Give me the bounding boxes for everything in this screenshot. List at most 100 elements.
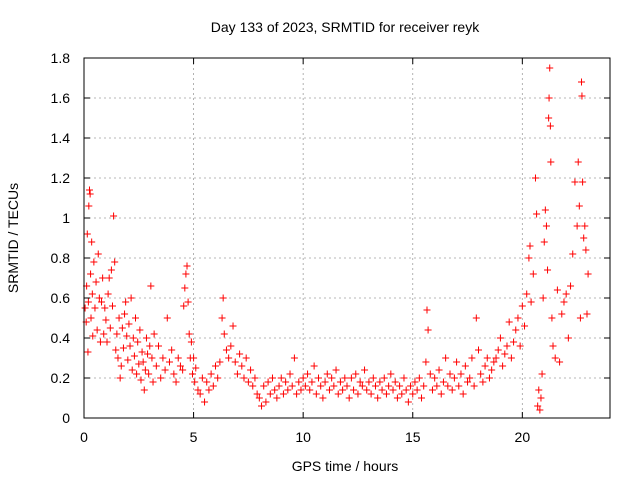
- data-point: [404, 398, 412, 406]
- data-point: [295, 378, 303, 386]
- data-point: [190, 354, 198, 362]
- data-point: [538, 370, 546, 378]
- data-point: [562, 290, 570, 298]
- y-tick-label: 0.4: [51, 330, 71, 346]
- data-point: [297, 386, 305, 394]
- data-point: [574, 158, 582, 166]
- data-point: [526, 242, 534, 250]
- data-point: [505, 318, 513, 326]
- data-point: [198, 374, 206, 382]
- data-point: [418, 394, 426, 402]
- data-point: [545, 94, 553, 102]
- x-axis-label: GPS time / hours: [292, 458, 399, 474]
- data-point: [126, 342, 134, 350]
- data-point: [129, 334, 137, 342]
- data-point: [347, 374, 355, 382]
- data-point: [176, 362, 184, 370]
- data-point: [184, 298, 192, 306]
- data-point: [544, 266, 552, 274]
- data-point: [142, 334, 150, 342]
- data-point: [564, 334, 572, 342]
- data-point: [512, 326, 520, 334]
- data-point: [91, 304, 99, 312]
- data-point: [264, 378, 272, 386]
- data-point: [466, 374, 474, 382]
- data-point: [525, 254, 533, 262]
- data-point: [578, 78, 586, 86]
- data-point: [137, 376, 145, 384]
- data-point: [90, 258, 98, 266]
- data-point: [301, 382, 309, 390]
- data-point: [450, 374, 458, 382]
- data-point: [299, 374, 307, 382]
- data-point: [135, 360, 143, 368]
- data-point: [332, 366, 340, 374]
- data-point: [275, 382, 283, 390]
- data-point: [306, 386, 314, 394]
- data-point: [116, 374, 124, 382]
- data-point: [510, 338, 518, 346]
- data-point: [475, 346, 482, 354]
- data-point: [203, 378, 211, 386]
- data-point: [279, 390, 287, 398]
- data-point: [183, 262, 191, 270]
- y-tick-label: 1: [62, 210, 70, 226]
- data-point: [546, 122, 554, 130]
- data-point: [139, 358, 147, 366]
- data-point: [282, 378, 290, 386]
- data-point: [179, 366, 187, 374]
- data-point: [437, 390, 445, 398]
- data-point: [485, 374, 493, 382]
- data-point: [130, 352, 138, 360]
- data-point: [140, 386, 148, 394]
- data-point: [409, 390, 417, 398]
- data-point: [124, 356, 132, 364]
- data-point: [547, 158, 555, 166]
- data-point: [422, 358, 430, 366]
- data-point: [81, 304, 89, 312]
- data-point: [464, 378, 472, 386]
- y-tick-label: 0.2: [51, 370, 71, 386]
- data-point: [545, 114, 553, 122]
- data-point: [141, 366, 149, 374]
- data-point: [286, 370, 294, 378]
- data-point: [492, 354, 500, 362]
- data-point: [84, 298, 92, 306]
- data-point: [122, 298, 130, 306]
- data-point: [251, 374, 259, 382]
- data-point: [148, 354, 156, 362]
- data-point: [468, 354, 476, 362]
- data-point: [315, 374, 323, 382]
- data-point: [277, 374, 285, 382]
- data-point: [334, 390, 342, 398]
- data-point: [439, 378, 447, 386]
- data-point: [523, 290, 531, 298]
- data-point: [125, 320, 133, 328]
- data-point: [374, 394, 382, 402]
- data-point: [356, 378, 364, 386]
- data-point: [531, 174, 539, 182]
- data-point: [115, 314, 123, 322]
- data-point: [238, 362, 246, 370]
- data-point: [170, 370, 178, 378]
- data-point: [352, 370, 360, 378]
- data-point: [92, 278, 100, 286]
- data-point: [247, 366, 255, 374]
- data-point: [457, 370, 465, 378]
- data-point: [317, 382, 325, 390]
- data-point: [576, 314, 584, 322]
- data-point: [253, 390, 261, 398]
- data-point: [319, 394, 327, 402]
- data-point: [205, 386, 213, 394]
- data-point: [494, 346, 502, 354]
- data-point: [96, 338, 104, 346]
- data-point: [212, 362, 219, 370]
- data-point: [400, 374, 408, 382]
- data-point: [99, 274, 107, 282]
- data-point: [330, 382, 338, 390]
- data-point: [431, 374, 439, 382]
- data-point: [339, 386, 347, 394]
- data-point: [209, 382, 217, 390]
- data-point: [112, 346, 120, 354]
